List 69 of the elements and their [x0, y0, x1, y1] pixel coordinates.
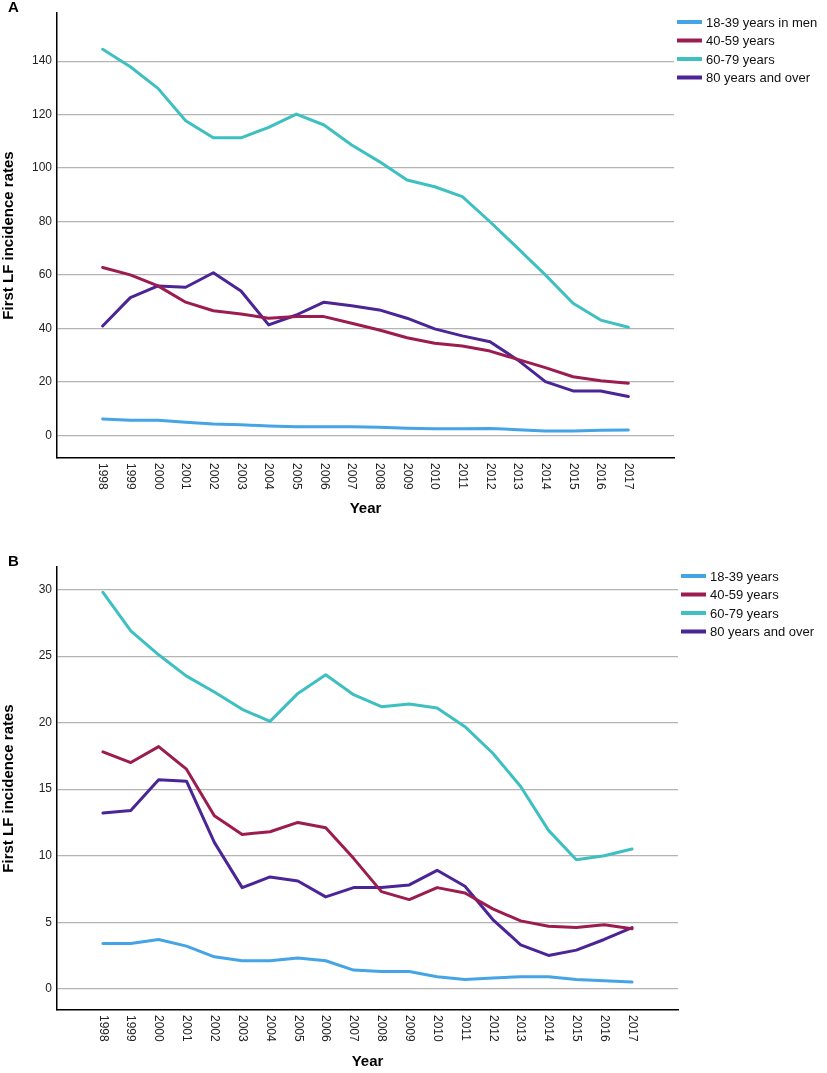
x-tick-label: 2014 [542, 1015, 557, 1043]
chart-title: B [8, 552, 19, 569]
x-tick-label: 2011 [456, 463, 471, 490]
x-tick-label: 2016 [597, 1015, 612, 1043]
x-tick-label: 2015 [566, 463, 581, 491]
legend-label: 80 years and over [706, 70, 811, 86]
x-tick-label: 2007 [347, 1015, 362, 1043]
x-tick-label: 2005 [290, 463, 305, 491]
x-tick-label: 2007 [345, 463, 360, 491]
x-tick-label: 2000 [151, 463, 166, 491]
x-tick-label: 1998 [96, 463, 111, 491]
x-tick-label: 2006 [319, 1015, 334, 1043]
x-tick-label: 2013 [511, 463, 526, 491]
x-axis-title: Year [349, 499, 382, 517]
x-tick-label: 2008 [373, 463, 388, 491]
x-tick-label: 2006 [317, 463, 332, 491]
legend-label: 60-79 years [706, 51, 776, 67]
y-tick-label: 20 [38, 714, 53, 729]
x-tick-label: 2002 [208, 1015, 223, 1043]
x-tick-label: 2008 [375, 1015, 390, 1043]
x-tick-label: 2017 [622, 463, 637, 491]
x-tick-label: 2000 [152, 1015, 167, 1043]
x-tick-label: 1998 [96, 1015, 111, 1043]
legend-label: 18-39 years [710, 568, 780, 584]
y-tick-label: 140 [31, 53, 53, 68]
x-tick-label: 2002 [207, 463, 222, 491]
x-tick-label: 2014 [539, 463, 554, 491]
y-tick-label: 60 [38, 267, 53, 282]
x-tick-label: 2011 [458, 1015, 473, 1042]
x-tick-label: 2016 [594, 463, 609, 491]
y-axis-title: First LF incidence rates [0, 151, 17, 320]
x-tick-label: 1999 [124, 463, 139, 491]
y-tick-label: 0 [45, 427, 53, 442]
x-tick-label: 2009 [402, 1015, 417, 1043]
y-tick-label: 10 [38, 847, 53, 862]
x-tick-label: 2010 [430, 1015, 445, 1043]
legend-label: 80 years and over [710, 624, 815, 640]
y-tick-label: 25 [38, 648, 53, 663]
x-tick-label: 2001 [179, 463, 194, 491]
legend-label: 40-59 years [710, 587, 780, 603]
x-axis-title: Year [351, 1052, 384, 1070]
x-tick-label: 2012 [486, 1015, 501, 1043]
y-tick-label: 120 [31, 106, 53, 121]
y-tick-label: 20 [38, 374, 53, 389]
chart-title: A [8, 0, 19, 15]
x-tick-label: 2012 [483, 463, 498, 491]
y-tick-label: 100 [31, 160, 53, 175]
y-tick-label: 30 [38, 581, 53, 596]
y-tick-label: 5 [45, 914, 53, 929]
x-tick-label: 2003 [234, 463, 249, 491]
y-tick-label: 0 [45, 981, 53, 996]
legend-label: 18-39 years in men [706, 14, 818, 30]
x-tick-label: 2013 [514, 1015, 529, 1043]
x-tick-label: 2015 [570, 1015, 585, 1043]
y-axis-title: First LF incidence rates [0, 704, 17, 873]
y-tick-label: 15 [38, 781, 53, 796]
x-tick-label: 2003 [235, 1015, 250, 1043]
y-tick-label: 40 [38, 320, 53, 335]
x-tick-label: 2001 [180, 1015, 195, 1043]
y-tick-label: 80 [38, 213, 53, 228]
x-tick-label: 2005 [291, 1015, 306, 1043]
x-tick-label: 1999 [124, 1015, 139, 1043]
legend-label: 60-79 years [710, 605, 780, 621]
x-tick-label: 2009 [400, 463, 415, 491]
x-tick-label: 2010 [428, 463, 443, 491]
x-tick-label: 2004 [263, 1015, 278, 1043]
x-tick-label: 2004 [262, 463, 277, 491]
legend-label: 40-59 years [706, 33, 776, 49]
x-tick-label: 2017 [625, 1015, 640, 1043]
